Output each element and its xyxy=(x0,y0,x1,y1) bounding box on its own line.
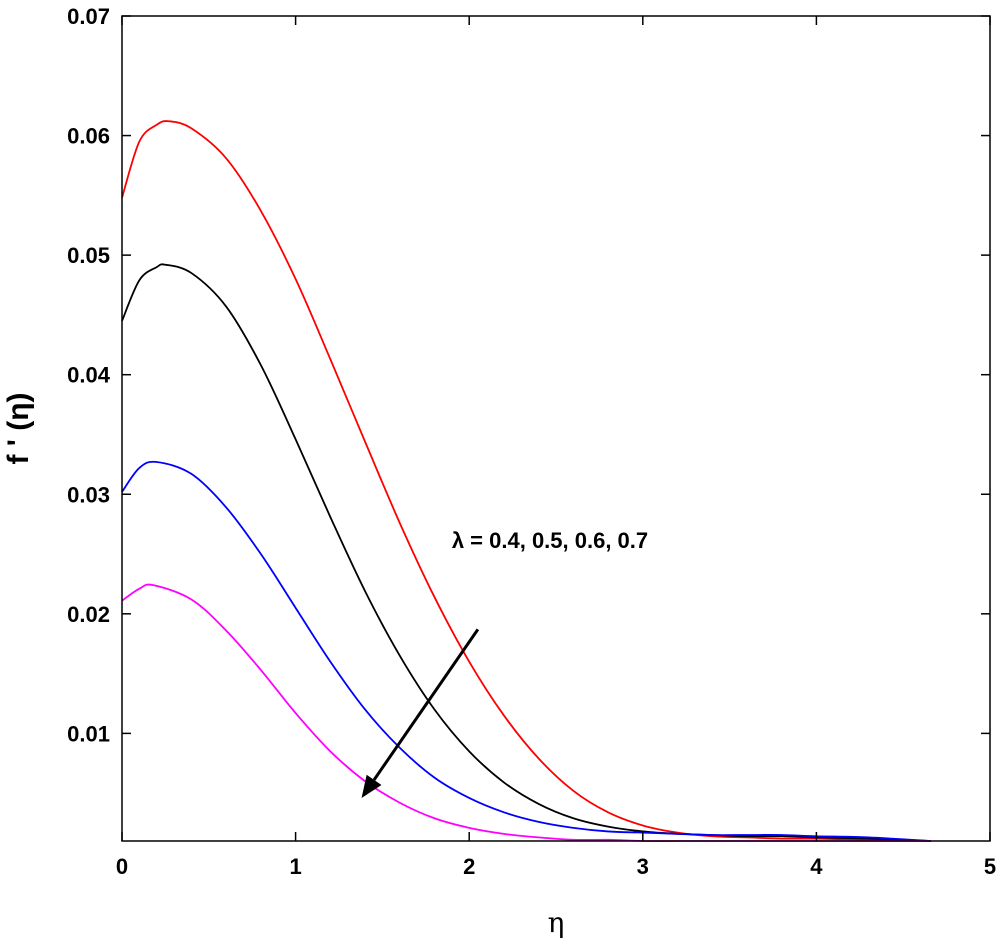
x-tick-label: 3 xyxy=(637,854,649,879)
lambda-annotation: λ = 0.4, 0.5, 0.6, 0.7 xyxy=(452,528,648,553)
x-tick-label: 5 xyxy=(984,854,996,879)
x-tick-label: 4 xyxy=(810,854,823,879)
series-line-2 xyxy=(121,263,932,842)
x-axis: 0 1 2 3 4 5 xyxy=(116,16,996,879)
y-axis-label: f ' (η) xyxy=(2,392,35,464)
y-tick-label: 0.03 xyxy=(67,482,110,507)
series-curves xyxy=(121,120,932,842)
x-axis-label: η xyxy=(548,906,565,939)
series-line-3 xyxy=(121,460,932,842)
y-tick-label: 0.06 xyxy=(67,124,110,149)
trend-arrow xyxy=(361,628,480,798)
x-tick-label: 0 xyxy=(116,854,128,879)
y-tick-label: 0.01 xyxy=(67,721,110,746)
arrow-head xyxy=(361,774,382,798)
y-tick-label: 0.02 xyxy=(67,602,110,627)
y-axis: 0.01 0.02 0.03 0.04 0.05 0.06 0.07 xyxy=(67,4,990,746)
arrow-shaft xyxy=(372,628,480,781)
plot-frame xyxy=(121,15,991,842)
x-tick-label: 2 xyxy=(463,854,475,879)
y-tick-label: 0.07 xyxy=(67,4,110,29)
series-line-1 xyxy=(121,120,931,842)
y-tick-label: 0.05 xyxy=(67,243,110,268)
y-tick-label: 0.04 xyxy=(67,363,111,388)
x-tick-label: 1 xyxy=(289,854,301,879)
series-line-4 xyxy=(121,583,931,842)
